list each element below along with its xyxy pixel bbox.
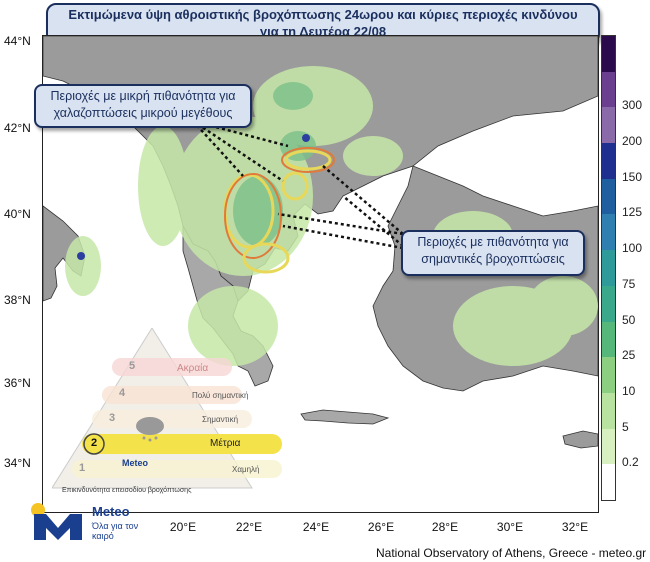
credit-text: National Observatory of Athens, Greece -… (376, 546, 647, 560)
hail-callout: Περιοχές με μικρή πιθανότητα για χαλαζοπ… (34, 84, 252, 128)
colorbar-label: 125 (622, 205, 643, 220)
colorbar-segment (602, 464, 615, 501)
hail-callout-line-2: χαλαζοπτώσεις μικρού μεγέθους (53, 106, 233, 120)
lon-label: 24°E (302, 520, 330, 534)
tier-num-3: 3 (108, 412, 116, 424)
heavy-rain-core (302, 134, 310, 142)
meteo-logo (31, 503, 82, 540)
precip-colorbar (601, 35, 616, 501)
lon-label: 26°E (367, 520, 395, 534)
tier-num-4: 4 (118, 387, 126, 399)
colorbar-segment (602, 214, 615, 251)
lat-label: 38°N (4, 293, 31, 307)
pyramid-brand: Meteo (122, 458, 149, 468)
rain-callout: Περιοχές με πιθανότητα για σημαντικές βρ… (401, 230, 585, 276)
risk-pyramid-shape (51, 327, 282, 489)
colorbar-label: 100 (622, 241, 643, 256)
lon-label: 32°E (561, 520, 589, 534)
risk-pyramid: 5 Ακραία 4 Πολύ σημαντική 3 Σημαντική 2 … (51, 327, 292, 500)
colorbar-segment (602, 143, 615, 180)
lon-label: 30°E (496, 520, 524, 534)
colorbar-label: 300 (622, 98, 643, 113)
tier-num-2: 2 (90, 437, 98, 449)
pyramid-footer: Επικινδυνότητα επεισοδίου βροχόπτωσης (62, 487, 192, 494)
tier-num-1: 1 (78, 462, 86, 474)
lat-label: 40°N (4, 207, 31, 221)
colorbar-segment (602, 107, 615, 144)
meteo-m-icon (34, 514, 82, 540)
rain-risk-area-2 (281, 147, 335, 173)
colorbar-segment (602, 428, 615, 465)
heavy-rain-core-italy (77, 252, 85, 260)
colorbar-label: 0.2 (622, 455, 639, 470)
rain-callout-line-1: Περιοχές με πιθανότητα για (417, 235, 569, 249)
colorbar-segment (602, 285, 615, 323)
colorbar-segment (602, 321, 615, 358)
tier-label-3: Σημαντική (202, 415, 239, 424)
lon-label: 28°E (431, 520, 459, 534)
rain-risk-area-1 (224, 173, 282, 259)
hail-risk-area-3 (281, 171, 309, 201)
lat-label: 42°N (4, 121, 31, 135)
tier-label-2: Μέτρια (210, 438, 241, 449)
title-line-1: Εκτιμώμενα ύψη αθροιστικής βροχόπτωσης 2… (68, 7, 578, 22)
lat-label: 44°N (4, 34, 31, 48)
colorbar-label: 150 (622, 169, 643, 184)
colorbar-label: 25 (622, 348, 636, 363)
tier-label-5: Ακραία (177, 363, 209, 374)
lon-label: 22°E (235, 520, 263, 534)
tier-label-4: Πολύ σημαντική (192, 391, 249, 400)
logo-brand: Meteo (92, 504, 130, 519)
colorbar-segment (602, 36, 615, 73)
colorbar-segment (602, 71, 615, 108)
colorbar-segment (602, 250, 615, 287)
colorbar-label: 50 (622, 312, 636, 327)
hail-risk-area-4 (284, 149, 332, 171)
lat-label: 36°N (4, 376, 31, 390)
crete-island (300, 409, 390, 425)
sun-icon (31, 503, 45, 517)
hail-callout-line-1: Περιοχές με μικρή πιθανότητα για (50, 89, 236, 103)
tier-label-1: Χαμηλή (232, 465, 260, 474)
colorbar-segment (602, 357, 615, 394)
colorbar-label: 75 (622, 276, 636, 291)
tier-num-5: 5 (128, 360, 136, 372)
rain-callout-line-2: σημαντικές βροχοπτώσεις (421, 252, 565, 266)
colorbar-label: 5 (622, 419, 629, 434)
logo-tagline: Όλα για τον καιρό (92, 521, 139, 541)
cyprus-island (562, 430, 598, 449)
hail-risk-area-2 (242, 242, 290, 274)
colorbar-label: 10 (622, 383, 636, 398)
colorbar-segment (602, 178, 615, 215)
lon-label: 20°E (169, 520, 197, 534)
arrow-lines (192, 119, 404, 250)
lat-label: 34°N (4, 456, 31, 470)
colorbar-label: 200 (622, 134, 643, 149)
colorbar-segment (602, 392, 615, 430)
